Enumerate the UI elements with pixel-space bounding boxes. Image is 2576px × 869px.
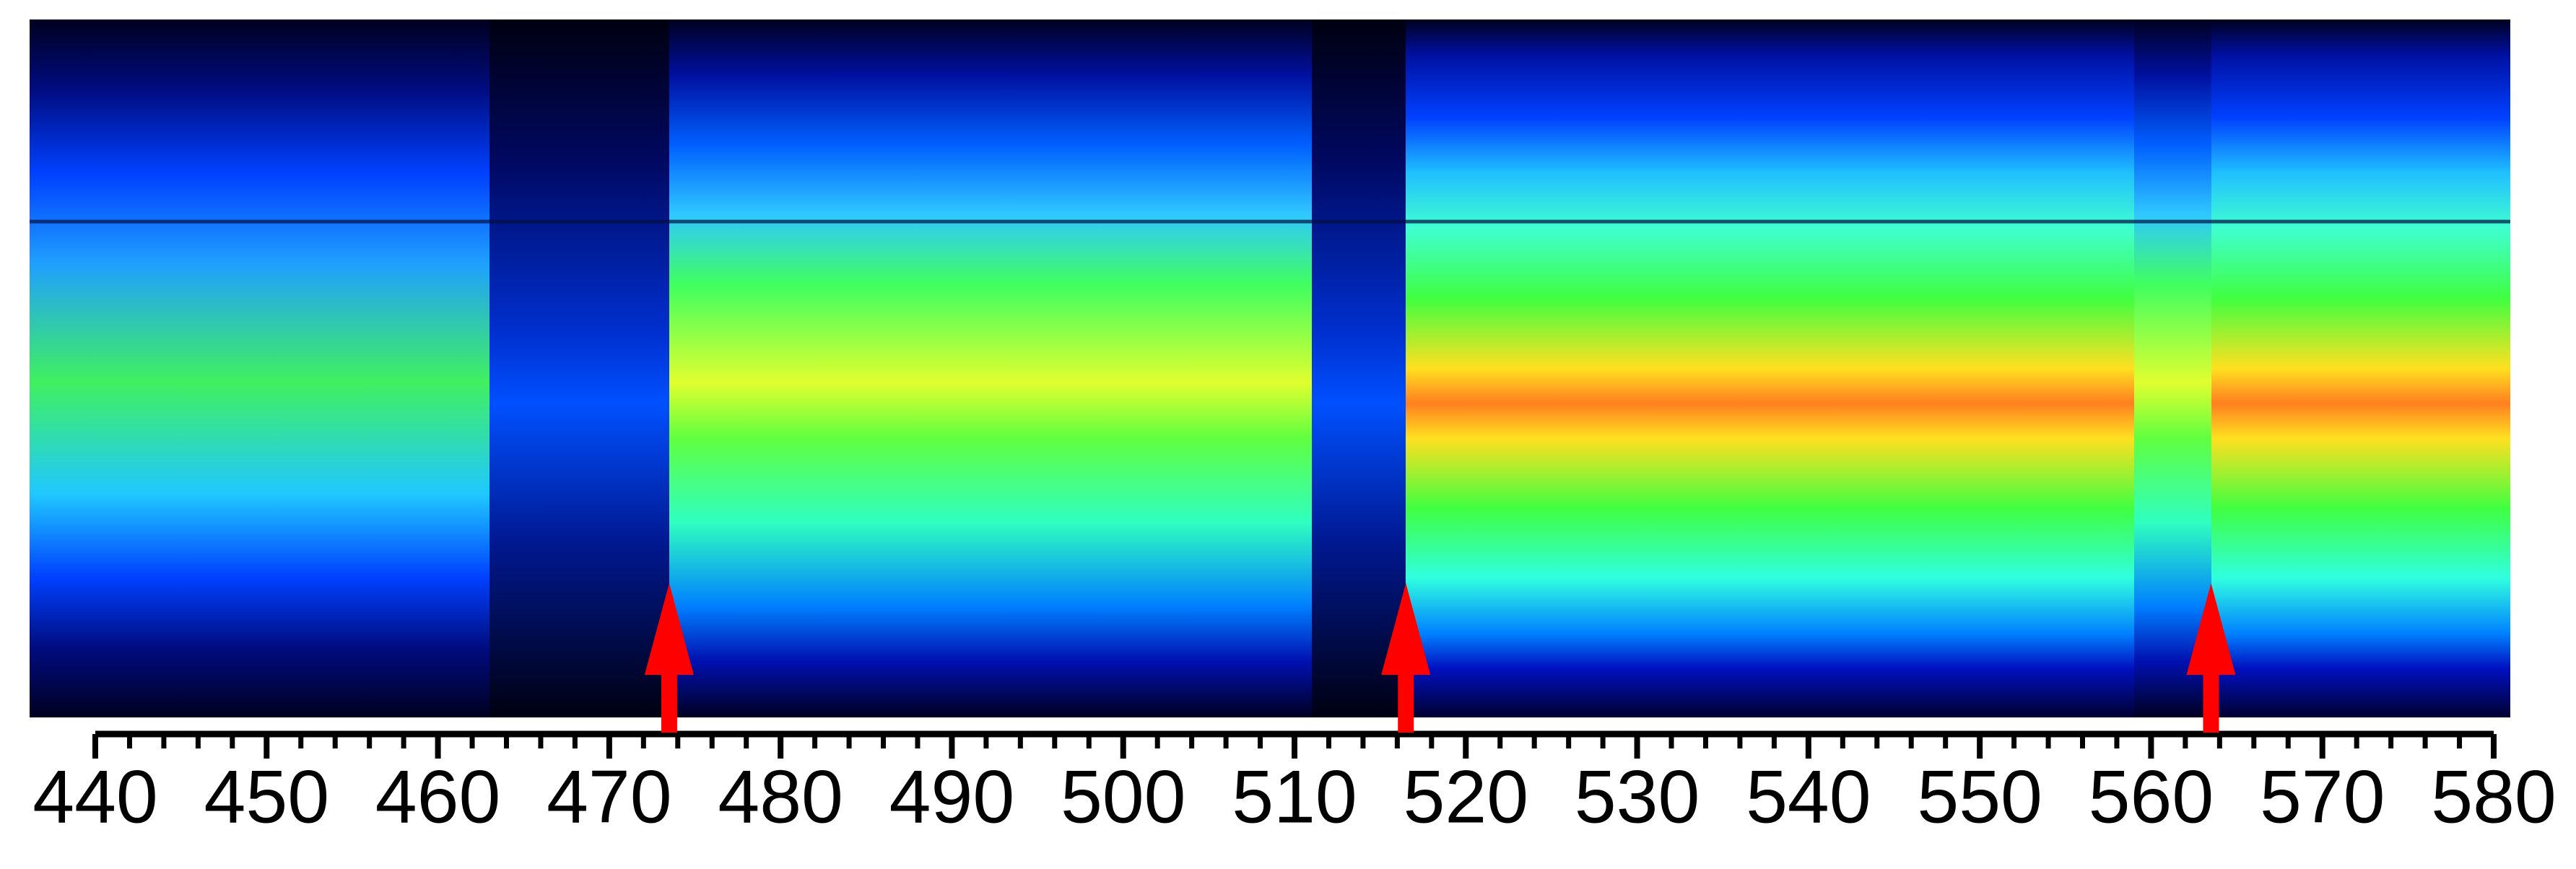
band	[2134, 19, 2211, 717]
arrow-shaft	[1398, 671, 1414, 733]
arrow-head	[644, 583, 694, 675]
x-tick-label: 500	[1061, 755, 1186, 839]
x-tick-label: 440	[32, 755, 158, 839]
x-tick-label: 540	[1746, 755, 1871, 839]
x-tick-label: 470	[547, 755, 672, 839]
band	[669, 19, 1312, 717]
arrow-head	[2186, 583, 2236, 675]
marker-arrow	[644, 583, 694, 733]
arrow-shaft	[661, 671, 677, 733]
x-tick-label: 480	[718, 755, 843, 839]
x-tick-label: 560	[2089, 755, 2214, 839]
x-tick-label: 490	[889, 755, 1015, 839]
band	[1312, 19, 1406, 717]
arrow-shaft	[2203, 671, 2219, 733]
x-tick-label: 570	[2260, 755, 2385, 839]
x-tick-label: 580	[2431, 755, 2557, 839]
arrow-head	[1381, 583, 1431, 675]
band	[2211, 19, 2510, 717]
x-tick-label: 550	[1917, 755, 2042, 839]
marker-arrow	[2186, 583, 2236, 733]
marker-arrow	[1381, 583, 1431, 733]
band	[30, 19, 489, 717]
x-tick-label: 450	[204, 755, 330, 839]
band	[1406, 19, 2134, 717]
x-tick-label: 530	[1575, 755, 1700, 839]
band	[489, 19, 669, 717]
spectrum-image	[30, 19, 2510, 717]
x-tick-label: 520	[1404, 755, 1529, 839]
x-tick-label: 510	[1232, 755, 1357, 839]
x-tick-label: 460	[375, 755, 501, 839]
